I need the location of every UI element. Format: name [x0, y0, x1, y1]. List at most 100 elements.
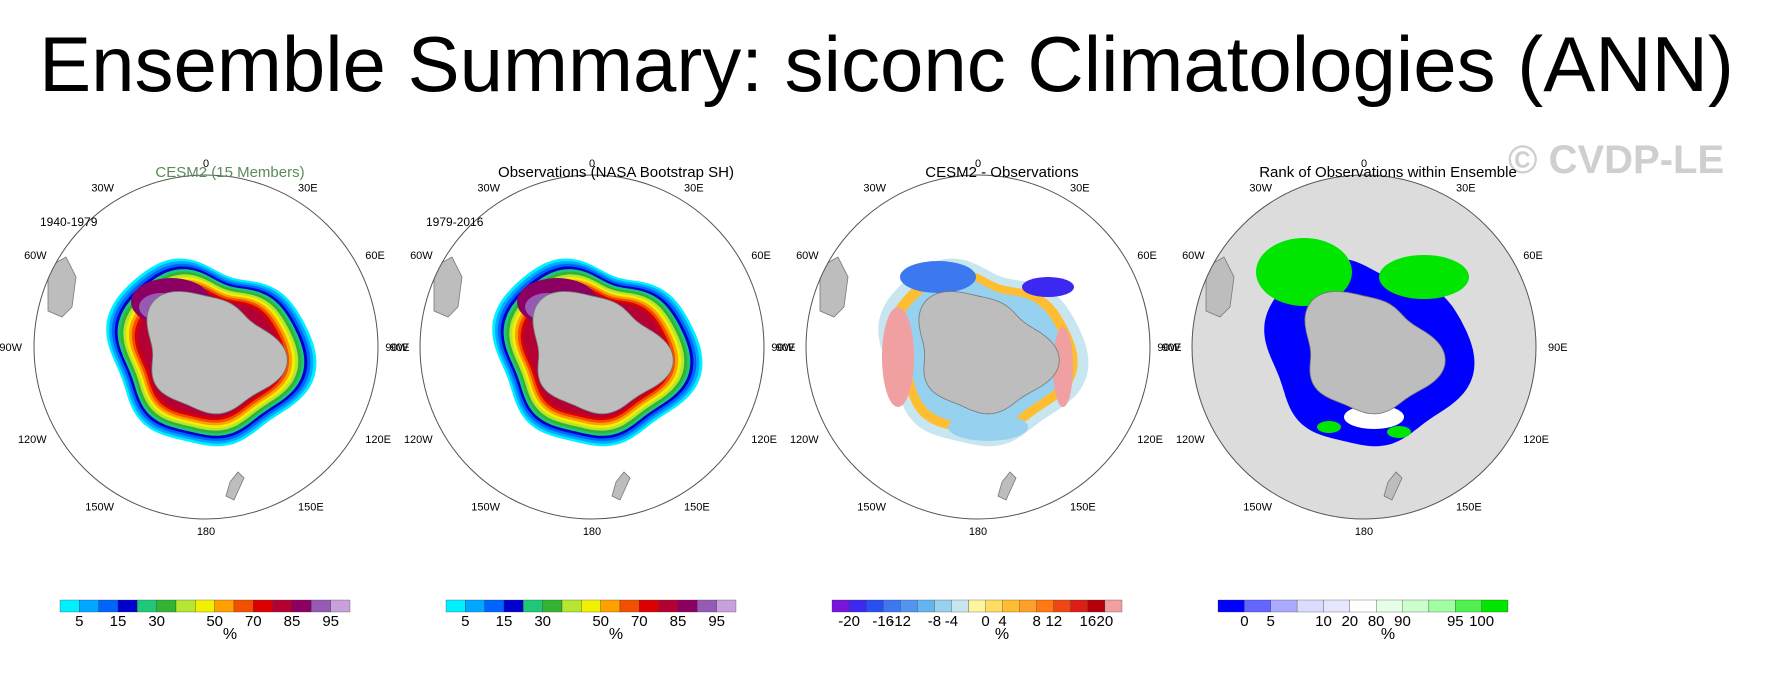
longitude-label: 0 — [1361, 158, 1367, 170]
rank-field — [1317, 421, 1341, 433]
colorbar-box — [561, 599, 582, 613]
longitude-label: 30E — [684, 183, 704, 195]
colorbar-box — [1402, 599, 1430, 613]
colorbar-box — [272, 599, 293, 613]
map-boundary — [33, 174, 379, 520]
longitude-label: 30E — [1070, 183, 1090, 195]
rank-field — [1379, 255, 1469, 299]
longitude-label: 180 — [1355, 526, 1373, 538]
longitude-label: 0 — [589, 158, 595, 170]
panel-title: Rank of Observations within Ensemble — [1259, 164, 1517, 181]
colorbar-tick-label: 90 — [1394, 613, 1411, 628]
colorbar-tick-label: 4 — [998, 613, 1006, 628]
units-label: % — [608, 626, 624, 643]
colorbar-box — [639, 599, 659, 613]
diff-field — [948, 413, 1028, 441]
colorbar-tick-label: 20 — [1097, 613, 1114, 628]
new-zealand-land — [611, 471, 631, 501]
colorbar-box — [233, 599, 254, 613]
longitude-label: 60E — [751, 250, 771, 262]
colorbar: 5 15 30 50 70 85 95 — [445, 599, 737, 628]
colorbar-box — [195, 599, 215, 613]
longitude-label: 150W — [471, 501, 500, 513]
colorbar-tick-label: 85 — [284, 613, 301, 628]
longitude-label: 0 — [203, 158, 209, 170]
longitude-label: 120W — [1176, 434, 1205, 446]
colorbar-box — [581, 599, 601, 613]
colorbar-tick-label: 10 — [1315, 613, 1332, 628]
colorbar-box — [214, 599, 235, 613]
longitude-label: 150E — [1070, 501, 1096, 513]
longitude-label: 60W — [1182, 250, 1205, 262]
diff-field — [882, 307, 914, 407]
colorbar-box — [900, 599, 918, 613]
colorbar-box — [1349, 599, 1377, 613]
panel-title: CESM2 - Observations — [925, 164, 1079, 181]
colorbar-tick-label: 100 — [1469, 613, 1494, 628]
panel-observations-climatology: 0 30E 60E 90E 120E 150E 180 150W 120W 90W 60W 30W O… — [385, 150, 836, 670]
colorbar-box — [865, 599, 884, 613]
polar-map: 0 30E 60E 90E 120E 150E 180 150W 120W 90W 60W 30W — [385, 158, 795, 538]
longitude-label: 60E — [1523, 250, 1543, 262]
colorbar-tick-label: -20 — [838, 613, 860, 628]
colorbar-tick-label: 85 — [670, 613, 687, 628]
colorbar-box — [1481, 599, 1509, 613]
polar-map: 0 30E 60E 90E 120E 150E 180 150W 120W 90W 60W 30W — [0, 158, 410, 538]
colorbar-box — [658, 599, 679, 613]
colorbar-box — [1087, 599, 1106, 613]
polar-map: 0 30E 60E 90E 120E 150E 180 150W 120W 90W 60W 30W — [1157, 158, 1567, 538]
antarctica-land — [1304, 291, 1446, 415]
colorbar-tick-label: 95 — [708, 613, 725, 628]
watermark: © CVDP-LE — [1508, 138, 1725, 182]
colorbar-tick-label: -12 — [889, 613, 911, 628]
panel-cesm2-climatology: 0 30E 60E 90E 120E 150E 180 150W 120W 90W 60W 30W C… — [0, 150, 450, 670]
south-america-land — [47, 256, 77, 318]
longitude-label: 120E — [1523, 434, 1549, 446]
panel-rank: 0 30E 60E 90E 120E 150E 180 150W 120W 90W 60W 30W R… — [1157, 150, 1608, 670]
longitude-label: 30W — [91, 183, 114, 195]
diff-field — [1022, 277, 1074, 297]
colorbar-box — [1376, 599, 1403, 613]
longitude-label: 60W — [410, 250, 433, 262]
colorbar-tick-label: 5 — [461, 613, 469, 628]
longitude-label: 0 — [975, 158, 981, 170]
colorbar-tick-label: 0 — [1240, 613, 1248, 628]
colorbar-box — [79, 599, 99, 613]
colorbar-box — [985, 599, 1003, 613]
units-label: % — [222, 626, 238, 643]
colorbar-box — [59, 599, 80, 613]
longitude-label: 30W — [863, 183, 886, 195]
colorbar-box — [848, 599, 867, 613]
longitude-label: 90E — [390, 342, 410, 354]
colorbar-box — [1244, 599, 1271, 613]
period-label: 1979-2016 — [426, 215, 484, 229]
colorbar-box — [697, 599, 717, 613]
south-america-land — [1205, 256, 1235, 318]
colorbar-box — [1455, 599, 1482, 613]
map-boundary — [1191, 174, 1537, 520]
colorbar-box — [883, 599, 901, 613]
colorbar-tick-label: 50 — [592, 613, 609, 628]
colorbar-tick-label: 50 — [206, 613, 223, 628]
colorbar-tick-label: -16 — [872, 613, 894, 628]
longitude-label: 90E — [1162, 342, 1182, 354]
colorbar-tick-label: 30 — [534, 613, 551, 628]
longitude-label: 90W — [771, 342, 794, 354]
longitude-label: 120E — [751, 434, 777, 446]
longitude-label: 90W — [0, 342, 23, 354]
colorbar-tick-label: -8 — [928, 613, 941, 628]
colorbar-box — [503, 599, 524, 613]
longitude-label: 150E — [684, 501, 710, 513]
longitude-label: 120W — [18, 434, 47, 446]
colorbar-tick-label: -4 — [945, 613, 958, 628]
colorbar-tick-label: 80 — [1368, 613, 1385, 628]
colorbar-tick-label: 95 — [1447, 613, 1464, 628]
longitude-label: 180 — [197, 526, 215, 538]
longitude-label: 150E — [298, 501, 324, 513]
colorbar-tick-label: 5 — [1267, 613, 1275, 628]
diff-field — [900, 261, 976, 293]
longitude-label: 60W — [796, 250, 819, 262]
colorbar-box — [1323, 599, 1351, 613]
longitude-label: 150W — [85, 501, 114, 513]
colorbar-box — [175, 599, 196, 613]
